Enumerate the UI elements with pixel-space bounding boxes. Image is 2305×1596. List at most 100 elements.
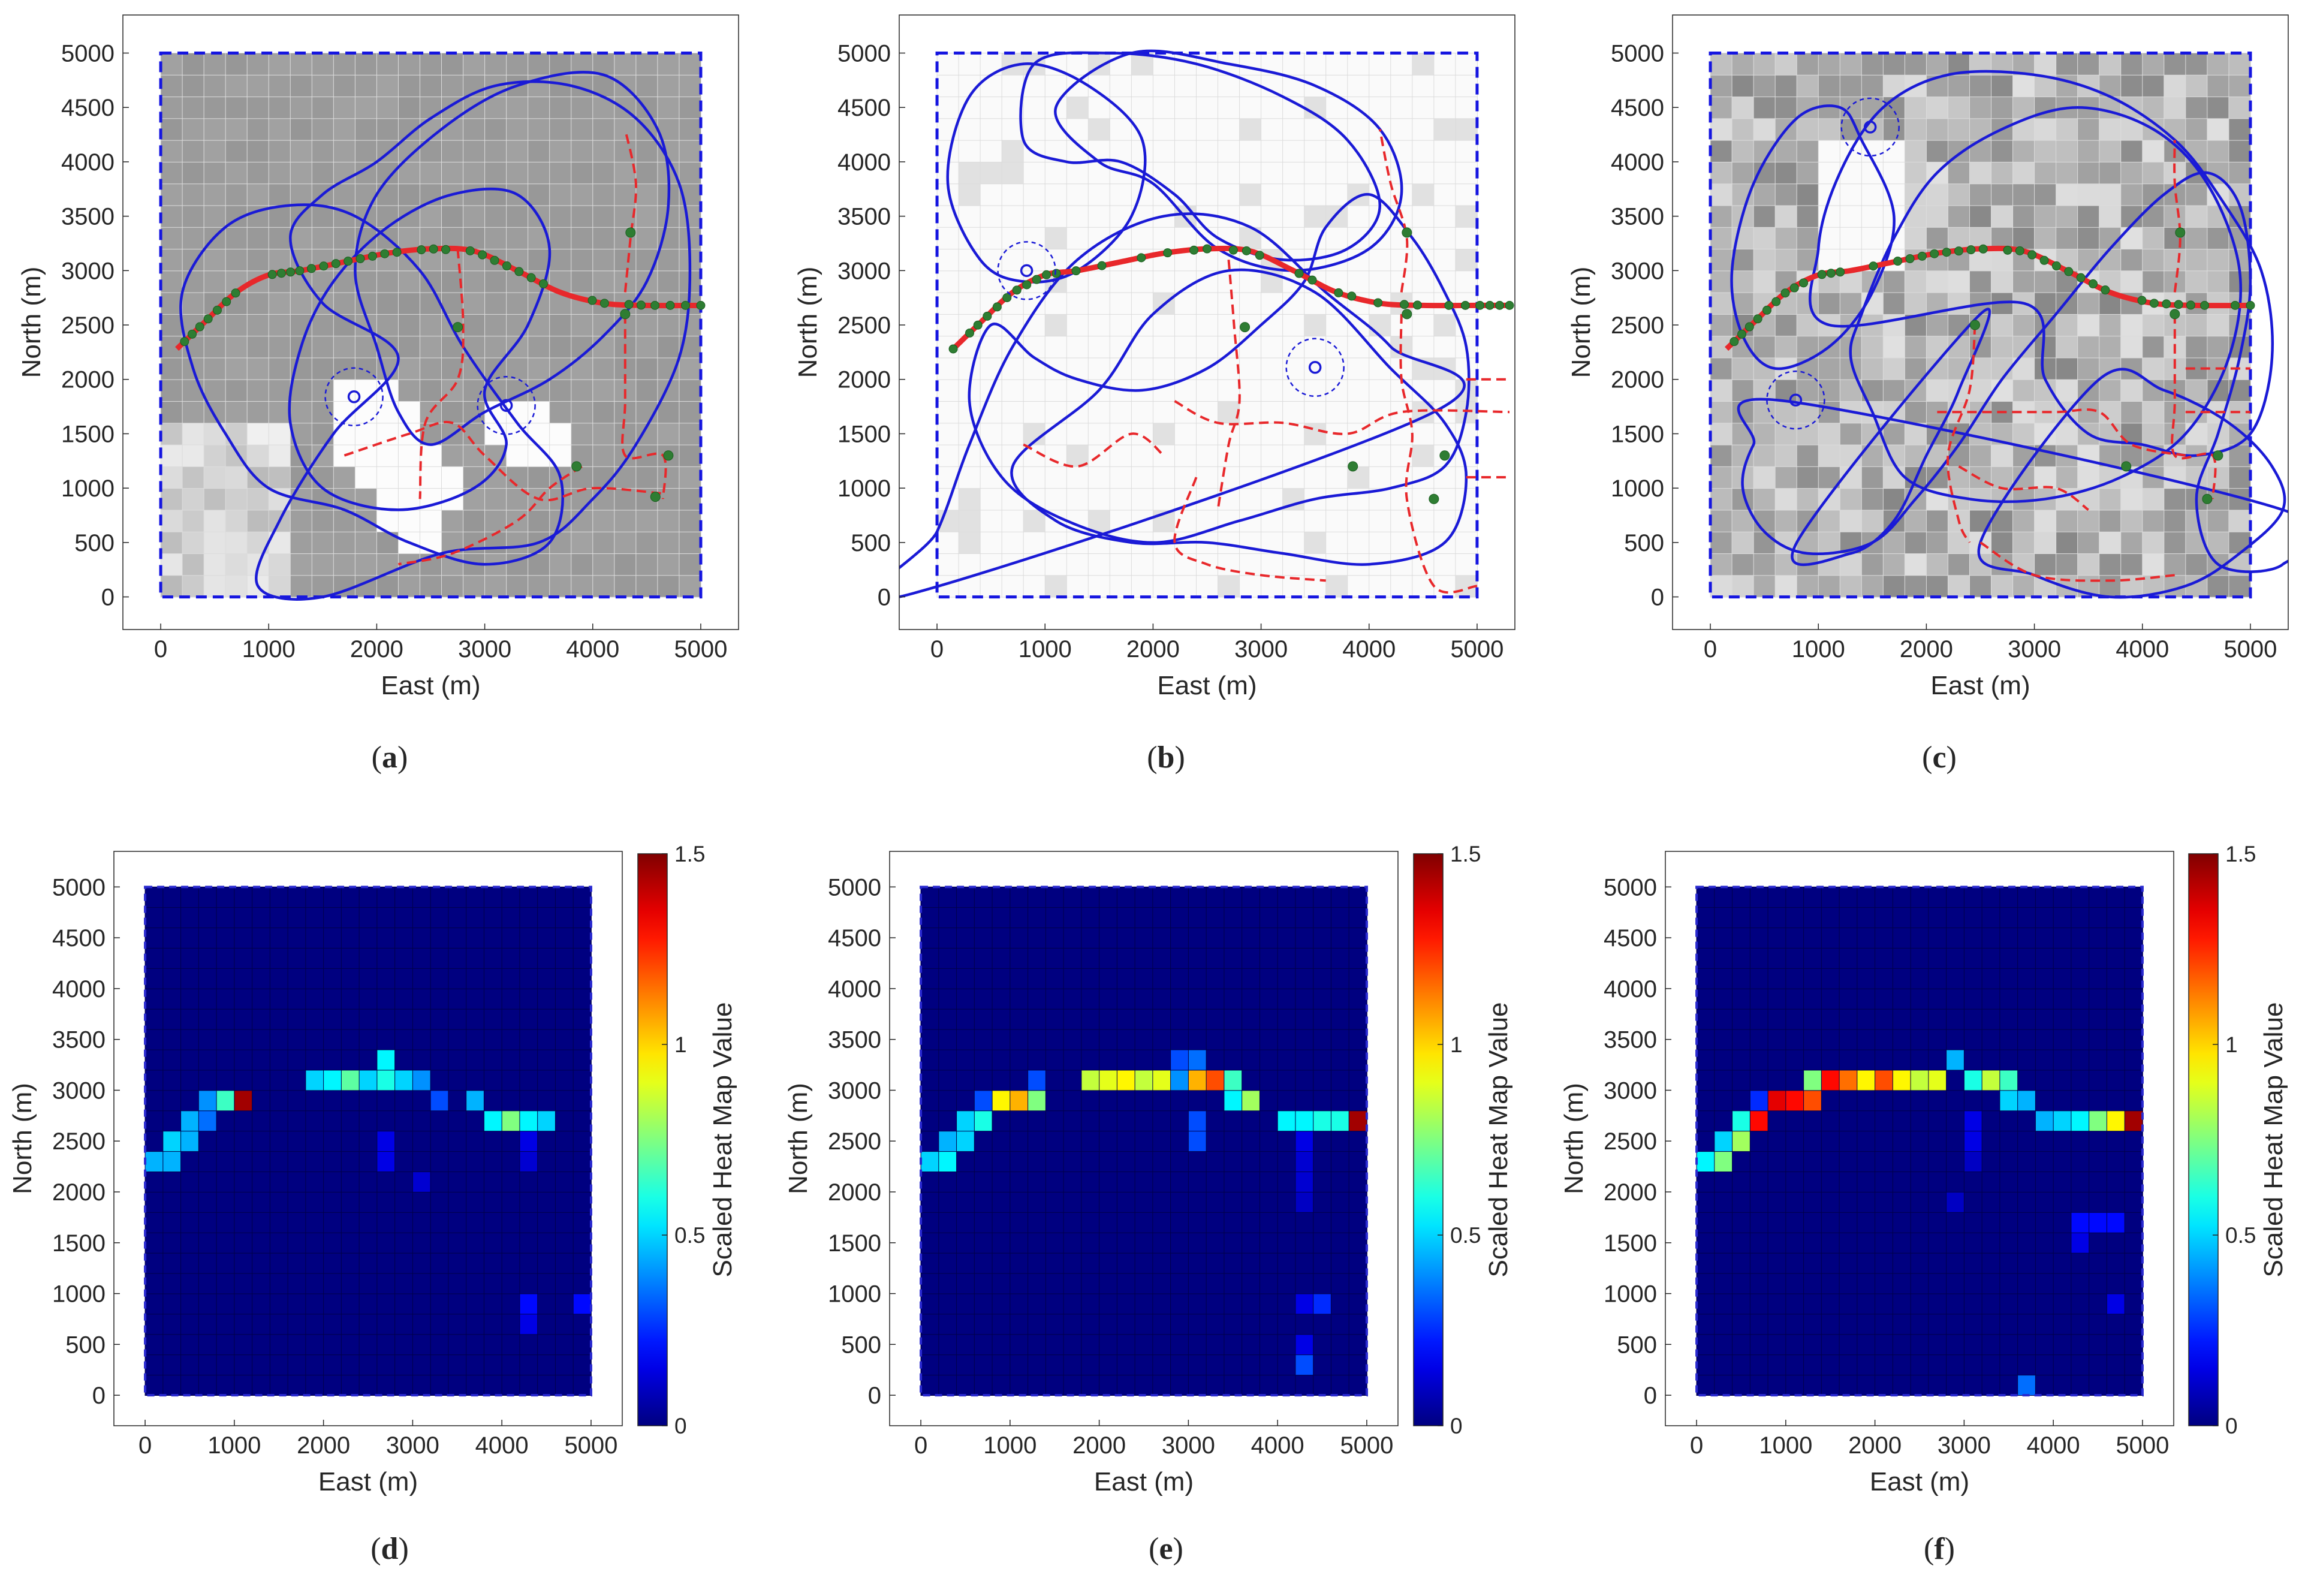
heatmap-cell xyxy=(1839,1070,1858,1091)
heatmap-cell xyxy=(519,1354,538,1376)
heatmap-cell xyxy=(1857,1171,1876,1193)
heatmap-cell xyxy=(269,947,289,969)
heatmap-cell xyxy=(1116,968,1136,989)
y-tick-label: 4500 xyxy=(1604,925,1657,951)
x-tick-label: 0 xyxy=(914,1432,927,1459)
y-tick-label: 2500 xyxy=(828,1128,881,1155)
heatmap-cell xyxy=(1295,1191,1314,1213)
heatmap-cell xyxy=(1910,1212,1929,1233)
heatmap-cell xyxy=(2124,968,2143,989)
detection-marker xyxy=(2175,227,2186,238)
heatmap-cell xyxy=(992,1191,1011,1213)
heatmap-cell xyxy=(1910,1130,1929,1152)
heatmap-cell xyxy=(2017,1293,2036,1315)
heatmap-cell xyxy=(1892,1151,1912,1173)
heatmap-cell xyxy=(1857,1191,1876,1213)
heatmap-cell xyxy=(1821,1070,1840,1091)
heatmap-cell xyxy=(2106,1354,2126,1376)
heatmap-cell xyxy=(466,1313,485,1335)
heatmap-cell xyxy=(555,1354,574,1376)
heatmap-cell xyxy=(198,1070,217,1091)
heatmap-cell xyxy=(1803,1212,1822,1233)
heatmap-cell xyxy=(1821,1252,1840,1274)
heatmap-cell xyxy=(1152,1089,1171,1112)
heatmap-cell xyxy=(269,927,289,948)
heatmap-cell xyxy=(1696,1191,1715,1213)
heatmap-cell xyxy=(483,947,503,969)
heatmap-cell xyxy=(938,1273,957,1294)
heatmap-cell xyxy=(144,1293,164,1315)
heatmap-cell xyxy=(1821,968,1840,989)
heatmap-cell xyxy=(2017,1354,2036,1376)
heatmap-cell xyxy=(1330,1171,1350,1193)
heatmap-cell xyxy=(1099,907,1118,929)
y-tick-label: 2500 xyxy=(1611,312,1664,339)
heatmap-cell xyxy=(234,1212,253,1233)
heatmap-cell xyxy=(1206,1151,1225,1173)
heatmap-cell xyxy=(938,886,957,908)
heatmap-cell xyxy=(466,1110,485,1132)
heatmap-cell xyxy=(1028,1171,1047,1193)
heatmap-cell xyxy=(2053,1110,2072,1132)
heatmap-cell xyxy=(466,1151,485,1173)
heatmap-cell xyxy=(956,947,975,969)
heatmap-cell xyxy=(1010,1252,1029,1274)
heatmap-cell xyxy=(216,1333,235,1356)
heatmap-cell xyxy=(1099,1252,1118,1274)
heatmap-cell xyxy=(1749,1008,1768,1030)
heatmap-cell xyxy=(537,1130,556,1152)
heatmap-cell xyxy=(1714,1089,1733,1112)
heatmap-cell xyxy=(1803,1191,1822,1213)
heatmap-cell xyxy=(1821,1008,1840,1030)
heatmap-cell xyxy=(573,1333,592,1356)
x-tick-label: 1000 xyxy=(207,1432,261,1459)
heatmap-cell xyxy=(974,1029,993,1050)
heatmap-cell xyxy=(501,1089,520,1112)
heatmap-cell xyxy=(2106,886,2126,908)
heatmap-cell xyxy=(974,947,993,969)
heatmap-cell xyxy=(1732,1049,1751,1071)
heatmap-cell xyxy=(1946,1191,1965,1213)
heatmap-cell xyxy=(1206,1110,1225,1132)
heatmap-cell xyxy=(234,1313,253,1335)
heatmap-cell xyxy=(974,1151,993,1173)
heatmap-cell xyxy=(234,1232,253,1254)
heatmap-cell xyxy=(938,927,957,948)
heatmap-cell xyxy=(1963,886,1983,908)
uav-path-2 xyxy=(1019,51,1382,262)
heatmap-cell xyxy=(1785,1049,1804,1071)
heatmap-cell xyxy=(2017,1252,2036,1274)
heatmap-cell xyxy=(974,968,993,989)
heatmap-cell xyxy=(216,1374,235,1396)
y-tick-label: 1000 xyxy=(837,475,891,502)
heatmap-cell xyxy=(252,1212,271,1233)
detection-marker xyxy=(1051,269,1061,278)
heatmap-cell xyxy=(974,1130,993,1152)
heatmap-cell xyxy=(412,1029,432,1050)
heatmap-cell xyxy=(1839,1354,1858,1376)
heatmap-cell xyxy=(1313,1191,1332,1213)
heatmap-cell xyxy=(1010,927,1029,948)
heatmap-cell xyxy=(1910,1273,1929,1294)
heatmap-cell xyxy=(501,1151,520,1173)
detection-marker xyxy=(490,255,499,265)
heatmap-cell xyxy=(1857,1232,1876,1254)
heatmap-cell xyxy=(394,947,414,969)
heatmap-cell xyxy=(358,1130,378,1152)
target-marker-1 xyxy=(1020,264,1034,278)
heatmap-cell xyxy=(1277,1130,1296,1152)
detection-marker xyxy=(526,273,536,282)
heatmap-cell xyxy=(992,907,1011,929)
heatmap-cell xyxy=(1892,1089,1912,1112)
heatmap-cell xyxy=(1045,1313,1065,1335)
heatmap-cell xyxy=(1242,1049,1261,1071)
heatmap-cell xyxy=(1749,1252,1768,1274)
heatmap-cell xyxy=(162,1049,182,1071)
heatmap-cell xyxy=(1277,1049,1296,1071)
heatmap-cell xyxy=(1010,1354,1029,1376)
heatmap-cell xyxy=(938,1070,957,1091)
heatmap-cell xyxy=(1295,1232,1314,1254)
heatmap-cell xyxy=(2106,1252,2126,1274)
heatmap-cell xyxy=(1028,907,1047,929)
x-tick-label: 1000 xyxy=(983,1432,1037,1459)
